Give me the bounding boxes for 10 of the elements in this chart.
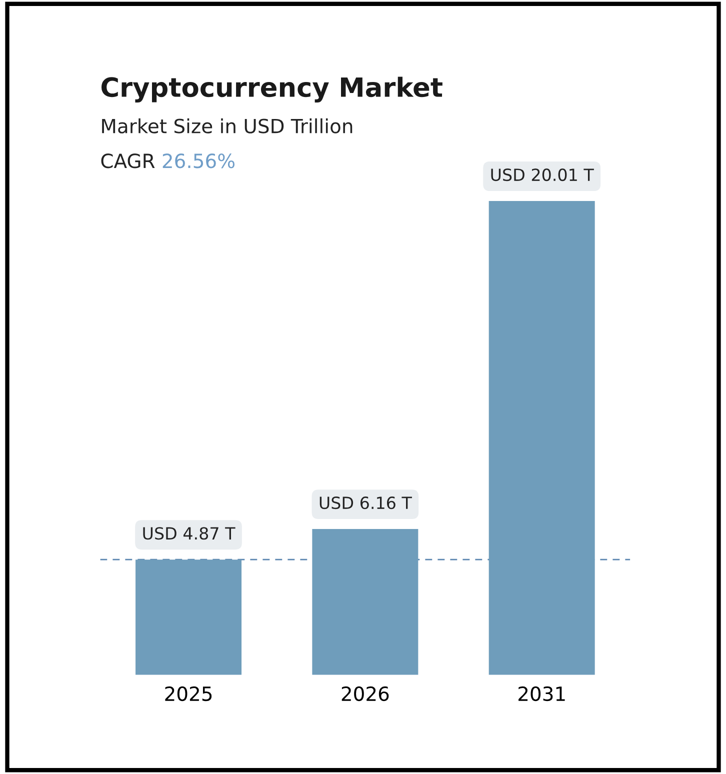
data-label: USD 4.87 T — [143, 527, 236, 540]
chart-subtitle: Market Size in USD Trillion — [102, 118, 352, 134]
x-tick-label: 2025 — [165, 686, 212, 702]
data-label: USD 20.01 T — [491, 168, 594, 182]
x-tick-label: 2031 — [518, 686, 565, 702]
text: 26.56% — [162, 154, 235, 168]
data-label: USD 6.16 T — [320, 496, 412, 510]
x-tick-label: 2026 — [342, 686, 389, 702]
text: CAGR — [101, 154, 155, 168]
chart-title: Cryptocurrency Market — [102, 76, 442, 102]
